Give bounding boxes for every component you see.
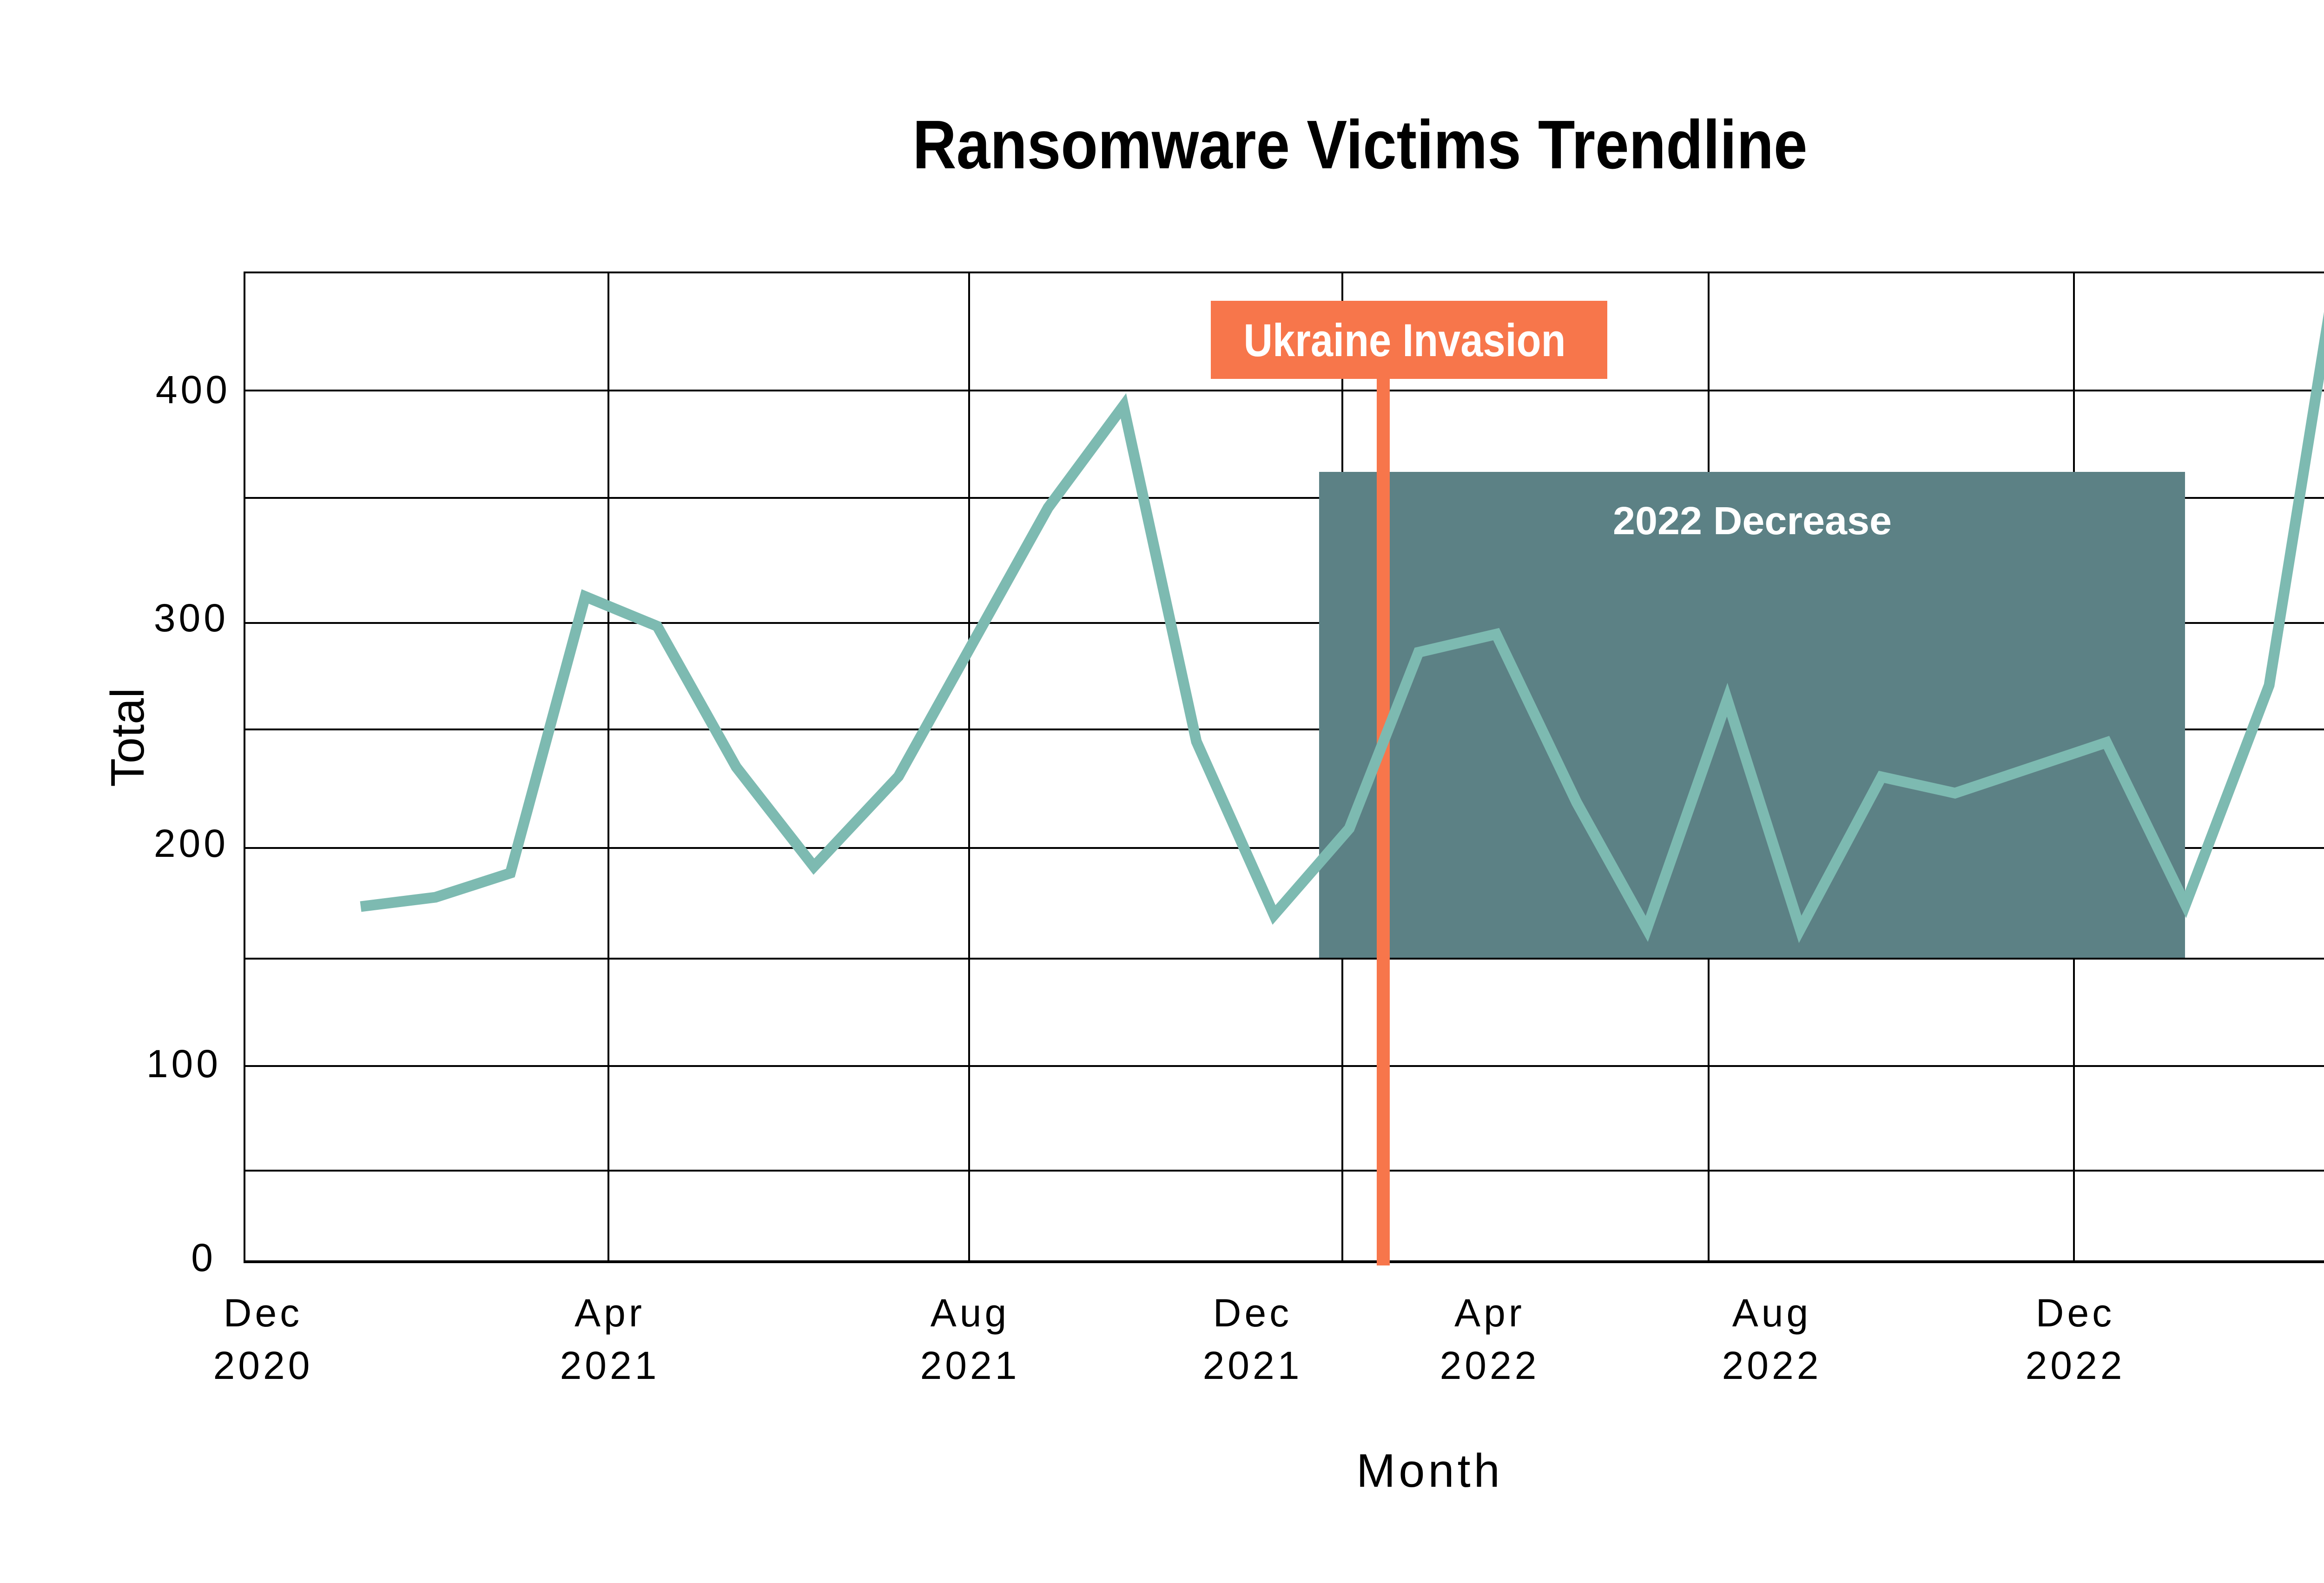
- svg-text:400: 400: [156, 368, 231, 411]
- svg-text:Dec: Dec: [2036, 1291, 2115, 1335]
- svg-text:200: 200: [154, 821, 229, 865]
- svg-text:2020: 2020: [213, 1344, 313, 1387]
- svg-text:Ukraine Invasion: Ukraine Invasion: [1244, 314, 1566, 366]
- svg-text:0: 0: [191, 1236, 216, 1279]
- svg-text:2022: 2022: [1440, 1344, 1540, 1387]
- svg-text:Dec: Dec: [224, 1291, 303, 1335]
- svg-text:2021: 2021: [560, 1344, 660, 1387]
- svg-text:Aug: Aug: [1732, 1291, 1811, 1335]
- svg-text:2022: 2022: [2026, 1344, 2126, 1387]
- svg-text:2021: 2021: [1203, 1344, 1303, 1387]
- svg-text:2022: 2022: [1722, 1344, 1822, 1387]
- svg-text:Dec: Dec: [1213, 1291, 1292, 1335]
- svg-text:Apr: Apr: [574, 1291, 645, 1335]
- svg-text:Aug: Aug: [931, 1291, 1010, 1335]
- svg-text:Ransomware Victims Trendline: Ransomware Victims Trendline: [913, 106, 1808, 183]
- svg-text:2021: 2021: [920, 1344, 1020, 1387]
- svg-text:Total: Total: [102, 688, 154, 787]
- svg-text:Month: Month: [1356, 1445, 1503, 1497]
- svg-text:Apr: Apr: [1454, 1291, 1525, 1335]
- svg-text:100: 100: [146, 1042, 221, 1086]
- svg-text:2022 Decrease: 2022 Decrease: [1613, 499, 1892, 543]
- svg-text:300: 300: [154, 596, 229, 640]
